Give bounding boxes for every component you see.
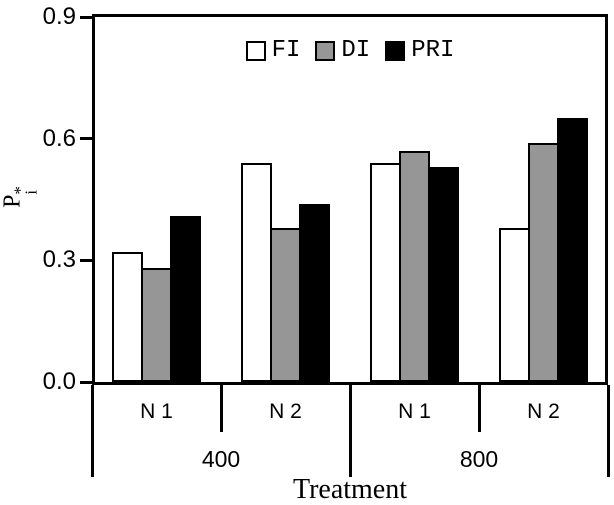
y-tick-label: 0.6 xyxy=(42,124,76,152)
plot-area: FI DI PRI xyxy=(92,14,608,385)
y-tick-mark xyxy=(80,137,92,141)
bar-fi-3 xyxy=(370,163,401,382)
bar-pri-1 xyxy=(170,216,201,382)
category-tick-mark xyxy=(219,385,223,432)
group-divider-line xyxy=(606,385,610,477)
y-axis-title: P * i xyxy=(0,186,41,208)
legend-swatch-di xyxy=(315,41,336,61)
y-tick-label: 0.3 xyxy=(42,246,76,274)
bar-pri-4 xyxy=(557,118,588,382)
legend-swatch-fi xyxy=(245,41,266,61)
legend-label: FI xyxy=(271,37,301,64)
category-tick-mark xyxy=(477,385,481,432)
x-group-label: 800 xyxy=(459,446,499,472)
x-category-label: N 1 xyxy=(140,400,173,423)
group-divider-line xyxy=(90,385,94,477)
legend-label: PRI xyxy=(411,37,455,64)
legend-label: DI xyxy=(341,37,371,64)
y-axis-title-sub: i xyxy=(21,189,41,195)
y-tick-label: 0.0 xyxy=(42,368,76,395)
bar-di-1 xyxy=(141,268,172,382)
bar-fi-4 xyxy=(499,228,530,382)
x-axis-title: Treatment xyxy=(292,474,408,505)
bar-fi-2 xyxy=(241,163,272,382)
bar-pri-2 xyxy=(299,204,330,382)
bar-di-2 xyxy=(270,228,301,382)
bar-di-4 xyxy=(528,143,559,382)
x-group-label: 400 xyxy=(201,446,241,472)
x-category-label: N 2 xyxy=(527,400,560,423)
legend-item-di: DI xyxy=(315,39,370,63)
y-tick-mark xyxy=(80,380,92,384)
x-category-label: N 2 xyxy=(269,400,302,423)
bar-di-3 xyxy=(399,151,430,382)
legend-item-fi: FI xyxy=(245,37,301,64)
legend-swatch-pri xyxy=(385,41,406,61)
legend: FI DI PRI xyxy=(95,39,605,63)
x-category-label: N 1 xyxy=(398,400,431,423)
bar-fi-1 xyxy=(112,252,143,382)
bar-pri-3 xyxy=(428,167,459,382)
y-axis-title-base: P xyxy=(0,194,26,208)
y-tick-label: 0.9 xyxy=(42,3,76,30)
y-tick-mark xyxy=(80,15,92,19)
legend-item-pri: PRI xyxy=(385,39,454,63)
y-axis-title-scripts: * i xyxy=(11,186,41,195)
y-tick-mark xyxy=(80,258,92,262)
group-divider-line xyxy=(348,385,352,477)
